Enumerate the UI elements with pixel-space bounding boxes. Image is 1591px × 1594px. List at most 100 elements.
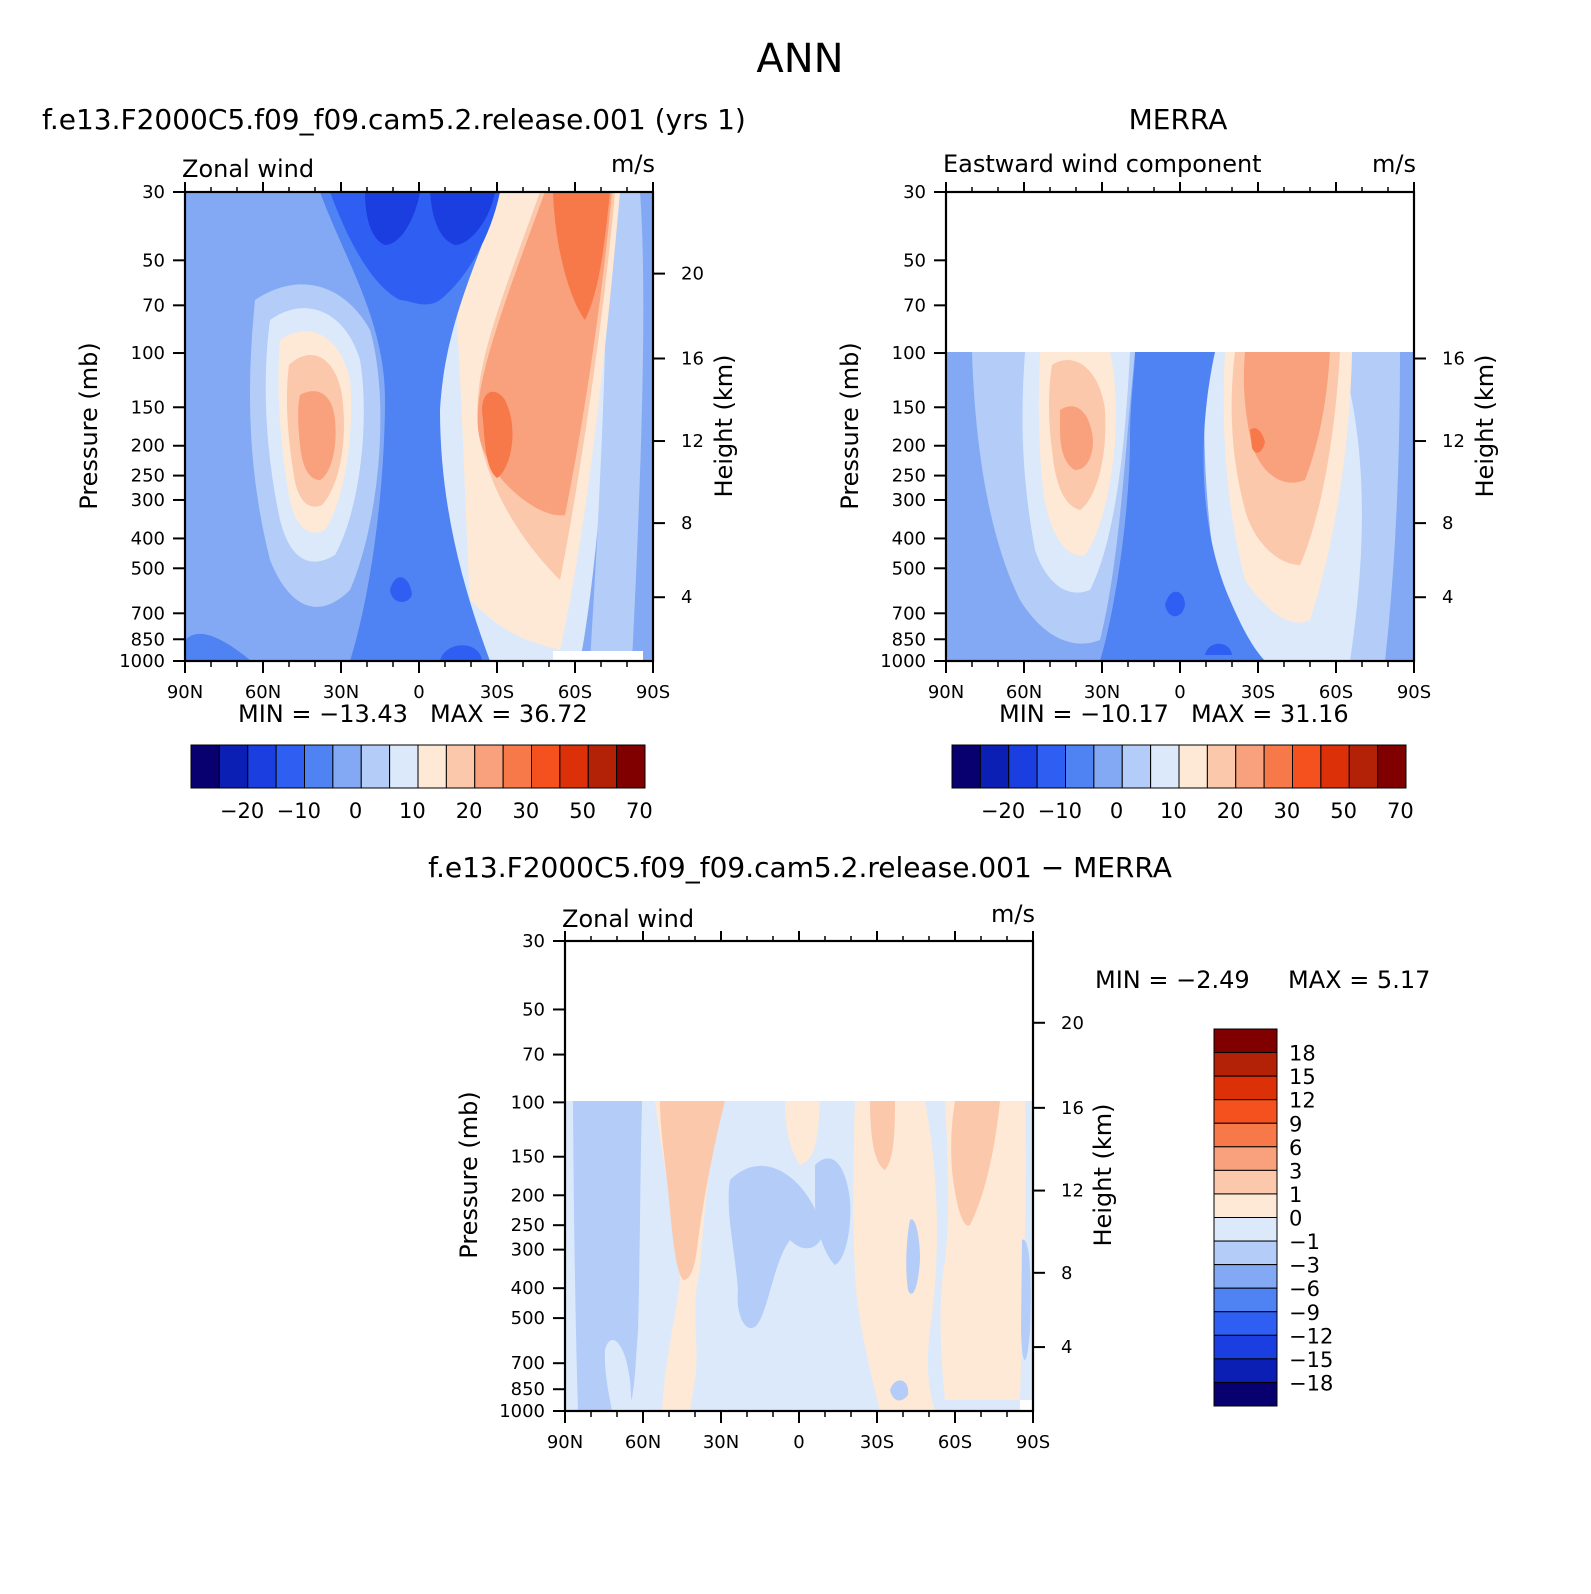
colorbar-box xyxy=(445,744,476,789)
diff-band-neg1-c xyxy=(906,1219,920,1294)
colorbar-box xyxy=(1206,744,1237,789)
colorbar-box xyxy=(1235,744,1265,789)
merra-band-30-sh xyxy=(1243,352,1330,483)
diff-x-tick-label: 30S xyxy=(860,1432,894,1453)
diff-colorbar-box xyxy=(1213,1075,1278,1101)
diff-colorbar-box xyxy=(1213,1217,1278,1242)
model-x-tick-label: 60S xyxy=(558,682,592,703)
colorbar-box xyxy=(1320,744,1350,789)
diff-colorbar-box xyxy=(1213,1193,1278,1218)
model-height-tick-label: 12 xyxy=(681,431,704,452)
colorbar-box xyxy=(1178,744,1208,789)
diff-x-tick-label: 60N xyxy=(625,1432,661,1453)
diff-colorbar-label: 18 xyxy=(1289,1042,1316,1066)
diff-units-label: m/s xyxy=(991,900,1035,928)
diff-colorbar-label: 1 xyxy=(1289,1183,1302,1207)
model-variable-label: Zonal wind xyxy=(182,155,314,183)
diff-y-tick-label: 850 xyxy=(511,1379,545,1400)
diff-y-tick-label: 100 xyxy=(511,1092,545,1113)
diff-band-0-1-b xyxy=(785,1101,820,1165)
merra-x-tick-label: 30N xyxy=(1084,682,1120,703)
diff-colorbar-box xyxy=(1213,1240,1278,1266)
colorbar-label: 20 xyxy=(1217,799,1244,823)
model-units-label: m/s xyxy=(611,150,655,178)
diff-colorbar-box xyxy=(1213,1028,1278,1054)
colorbar-label: 0 xyxy=(349,799,362,823)
merra-height-tick-label: 8 xyxy=(1442,513,1453,534)
merra-y-tick-label: 70 xyxy=(903,295,926,316)
diff-y-tick-label: 30 xyxy=(522,931,545,952)
colorbar-box xyxy=(1008,744,1038,789)
model-min-text: MIN = −13.43 xyxy=(238,700,408,728)
model-title: f.e13.F2000C5.f09_f09.cam5.2.release.001… xyxy=(42,103,746,136)
diff-x-tick-label: 0 xyxy=(793,1432,804,1453)
merra-y-tick-label: 30 xyxy=(903,182,926,203)
diff-y-axis-label: Pressure (mb) xyxy=(455,1091,483,1258)
diff-colorbar-label: 6 xyxy=(1289,1136,1302,1160)
merra-x-tick-label: 90S xyxy=(1397,682,1431,703)
model-max-text: MAX = 36.72 xyxy=(430,700,588,728)
model-y-tick-label: 400 xyxy=(131,528,165,549)
merra-y2-axis-label: Height (km) xyxy=(1471,355,1499,498)
colorbar-box xyxy=(587,744,618,789)
diff-colorbar-box xyxy=(1213,1264,1278,1289)
merra-y-tick-label: 250 xyxy=(892,466,926,487)
merra-y-tick-label: 500 xyxy=(892,558,926,579)
diff-band-neg1-blob xyxy=(890,1380,909,1401)
diff-title: f.e13.F2000C5.f09_f09.cam5.2.release.001… xyxy=(428,851,1172,884)
model-y-tick-label: 700 xyxy=(131,603,165,624)
merra-x-tick-label: 90N xyxy=(928,682,964,703)
merra-x-tick-label: 60S xyxy=(1319,682,1353,703)
diff-x-tick-label: 60S xyxy=(938,1432,972,1453)
merra-y-tick-label: 300 xyxy=(892,490,926,511)
diff-colorbar-label: −6 xyxy=(1289,1277,1320,1301)
colorbar-label: 0 xyxy=(1110,799,1123,823)
model-missing-antarctica xyxy=(553,651,643,661)
diff-axes: 305070100150200250300400500700850100090N… xyxy=(499,931,1084,1453)
model-x-tick-label: 30S xyxy=(480,682,514,703)
diff-band-1-3-c xyxy=(870,1101,895,1170)
merra-band-0-tropics xyxy=(1100,352,1265,661)
colorbar-box xyxy=(502,744,532,789)
diff-variable-label: Zonal wind xyxy=(562,905,694,933)
diff-max-text: MAX = 5.17 xyxy=(1288,966,1430,994)
model-y2-axis-label: Height (km) xyxy=(710,355,738,498)
diff-band-neg1-sp xyxy=(1021,1239,1031,1360)
diff-colorbar-label: 9 xyxy=(1289,1112,1302,1136)
merra-height-tick-label: 4 xyxy=(1442,587,1453,608)
diff-x-tick-label: 30N xyxy=(703,1432,739,1453)
diff-colorbar-label: −12 xyxy=(1289,1324,1333,1348)
diff-y-tick-label: 400 xyxy=(511,1278,545,1299)
colorbar-box xyxy=(1121,744,1152,789)
diff-colorbar-label: 3 xyxy=(1289,1159,1302,1183)
merra-contours xyxy=(946,352,1414,661)
merra-units-label: m/s xyxy=(1372,150,1416,178)
colorbar-box xyxy=(275,744,305,789)
colorbar-box xyxy=(1377,744,1407,789)
merra-max-text: MAX = 31.16 xyxy=(1191,700,1349,728)
model-neg-blob-1 xyxy=(390,577,412,602)
diff-band-1-3-a xyxy=(660,1101,725,1280)
model-x-tick-label: 0 xyxy=(413,682,424,703)
colorbar-label: 70 xyxy=(1387,799,1414,823)
diff-y-tick-label: 1000 xyxy=(499,1401,545,1422)
merra-title: MERRA xyxy=(1129,103,1228,136)
model-height-tick-label: 4 xyxy=(681,587,692,608)
merra-neg-blob-2 xyxy=(1205,643,1232,655)
colorbar-box xyxy=(190,744,220,789)
merra-height-tick-label: 12 xyxy=(1442,431,1465,452)
colorbar-box xyxy=(1093,744,1123,789)
model-y-axis-label: Pressure (mb) xyxy=(75,342,103,509)
diff-colorbar-box xyxy=(1213,1146,1278,1171)
colorbar-box xyxy=(332,744,362,789)
diff-height-tick-label: 16 xyxy=(1061,1098,1084,1119)
model-x-tick-label: 90S xyxy=(636,682,670,703)
colorbar-label: 30 xyxy=(512,799,539,823)
diff-y-tick-label: 50 xyxy=(522,999,545,1020)
model-y-tick-label: 100 xyxy=(131,343,165,364)
colorbar-label: 10 xyxy=(1160,799,1187,823)
merra-y-axis-label: Pressure (mb) xyxy=(836,342,864,509)
colorbar-box xyxy=(360,744,391,789)
model-y-tick-label: 1000 xyxy=(119,651,165,672)
